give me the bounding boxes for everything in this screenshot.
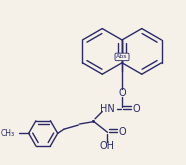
Text: O: O — [118, 127, 126, 137]
Text: Abs: Abs — [116, 54, 128, 59]
Text: O: O — [118, 88, 126, 98]
Text: CH₃: CH₃ — [1, 129, 15, 138]
Text: O: O — [133, 104, 140, 115]
Text: OH: OH — [100, 141, 115, 151]
Text: HN: HN — [100, 104, 115, 115]
